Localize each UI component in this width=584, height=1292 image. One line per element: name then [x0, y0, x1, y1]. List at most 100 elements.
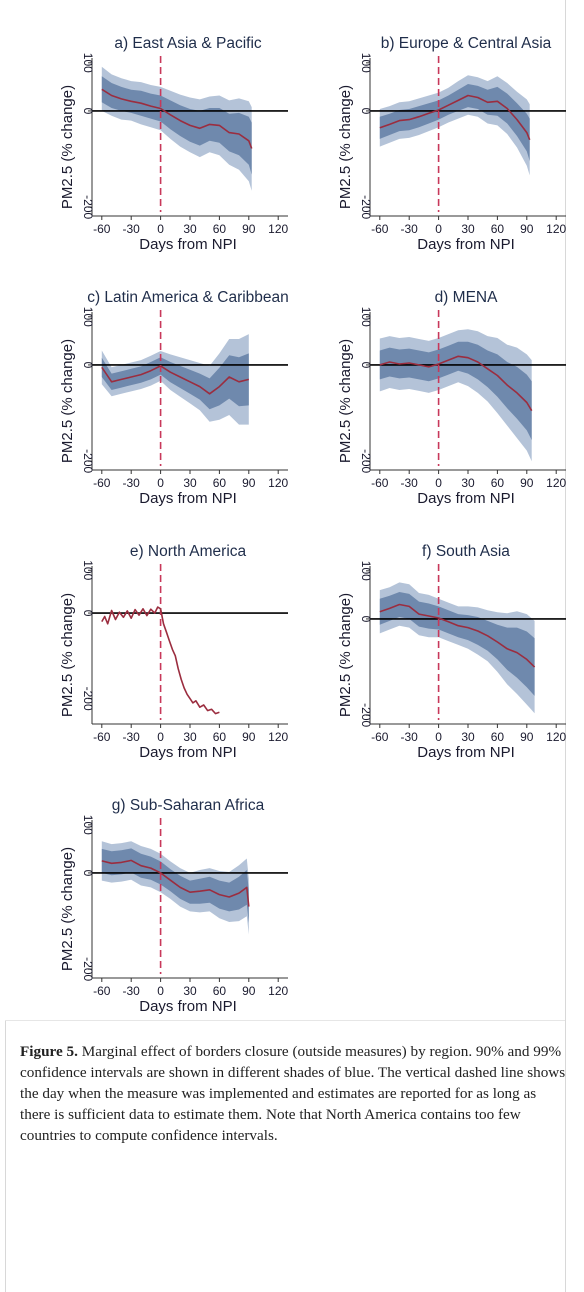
- chart-svg-f: f) South Asia -60 -30 0 30 60 90 120 -200 0 100 Day…: [337, 543, 567, 761]
- chart-svg-g: g) Sub-Saharan Africa -60 -30 0 30 60 90 120 -20…: [59, 797, 289, 1015]
- panel-latin-america-caribbean: c) Latin America & Caribbean -60 -30 0 30 60 9…: [20, 254, 290, 507]
- x-tick-label: 60: [213, 222, 227, 236]
- y-axis-label-b: PM2.5 (% change): [337, 85, 354, 209]
- y-tick-label: -200: [81, 957, 95, 981]
- y-axis-label-a: PM2.5 (% change): [59, 85, 76, 209]
- chart-svg-a: a) East Asia & Pacific -60 -30 0 30 60 90 120 -2…: [59, 35, 289, 253]
- y-tick-label: -200: [359, 703, 373, 727]
- y-axis-label-e: PM2.5 (% change): [59, 593, 76, 717]
- x-axis-label-f: Days from NPI: [417, 744, 515, 761]
- y-axis-label-d: PM2.5 (% change): [337, 339, 354, 463]
- x-tick-label: -60: [371, 730, 389, 744]
- estimate-line-g: [101, 859, 250, 907]
- x-axis-label-e: Days from NPI: [139, 744, 237, 761]
- chart-title-c: c) Latin America & Caribbean: [87, 289, 289, 306]
- chart-title-b: b) Europe & Central Asia: [381, 35, 552, 52]
- frame-border-right: [565, 0, 566, 1292]
- x-tick-label: 90: [242, 222, 256, 236]
- caption-text: Marginal effect of borders closure (outs…: [20, 1043, 566, 1144]
- x-tick-label: 90: [242, 730, 256, 744]
- estimate-line-e: [101, 606, 220, 715]
- x-tick-label: 90: [242, 984, 256, 998]
- estimate-line-c: [101, 365, 249, 395]
- chart-title-e: e) North America: [130, 543, 247, 560]
- y-tick-label: 100: [359, 561, 373, 581]
- x-tick-label: 0: [435, 730, 442, 744]
- x-tick-label: 120: [268, 984, 288, 998]
- y-tick-label: -200: [81, 195, 95, 219]
- x-tick-label: 120: [546, 730, 566, 744]
- x-tick-label: 0: [157, 730, 164, 744]
- x-tick-label: 60: [491, 222, 505, 236]
- x-tick-label: 0: [157, 476, 164, 490]
- x-tick-label: 30: [183, 984, 197, 998]
- x-tick-label: -60: [93, 222, 111, 236]
- y-axis-label-f: PM2.5 (% change): [337, 593, 354, 717]
- y-axis-label-c: PM2.5 (% change): [59, 339, 76, 463]
- y-tick-label: 0: [81, 362, 95, 369]
- ci90-band-b: [379, 84, 530, 161]
- panel-europe-central-asia: b) Europe & Central Asia -60 -30 0 30 60 90 120…: [298, 0, 568, 253]
- chart-title-a: a) East Asia & Pacific: [114, 35, 262, 52]
- x-tick-label: -30: [123, 222, 141, 236]
- y-axis-label-g: PM2.5 (% change): [59, 847, 76, 971]
- x-tick-label: -60: [371, 222, 389, 236]
- estimate-line-d: [379, 355, 533, 412]
- x-axis-label-g: Days from NPI: [139, 998, 237, 1015]
- x-tick-label: 90: [520, 222, 534, 236]
- ci90-band-c: [101, 353, 249, 410]
- y-tick-label: 0: [359, 108, 373, 115]
- frame-border-left: [5, 1020, 6, 1292]
- x-tick-label: 120: [546, 476, 566, 490]
- x-tick-label: -30: [401, 730, 419, 744]
- x-axis-label-b: Days from NPI: [417, 236, 515, 253]
- y-tick-label: 100: [81, 560, 95, 580]
- x-tick-label: 0: [157, 984, 164, 998]
- x-tick-label: 90: [242, 476, 256, 490]
- x-axis-label-d: Days from NPI: [417, 490, 515, 507]
- x-tick-label: 60: [491, 476, 505, 490]
- y-tick-label: 100: [81, 307, 95, 327]
- x-tick-label: 0: [157, 222, 164, 236]
- x-tick-label: 30: [183, 476, 197, 490]
- x-tick-label: 120: [546, 222, 566, 236]
- x-axis-label-c: Days from NPI: [139, 490, 237, 507]
- x-tick-label: 30: [461, 730, 475, 744]
- ci90-band-g: [101, 848, 249, 923]
- x-tick-label: 30: [183, 730, 197, 744]
- ci90-band-f: [379, 592, 535, 696]
- y-tick-label: 0: [81, 870, 95, 877]
- x-tick-label: 30: [461, 222, 475, 236]
- estimate-line-b: [379, 94, 531, 141]
- x-tick-label: 90: [520, 730, 534, 744]
- ci90-band-a: [101, 76, 252, 175]
- chart-svg-e: e) North America -60 -30 0 30 60 90 120 -200 0 100…: [59, 543, 289, 761]
- x-tick-label: 120: [268, 222, 288, 236]
- x-tick-label: -30: [123, 730, 141, 744]
- x-axis-label-a: Days from NPI: [139, 236, 237, 253]
- chart-svg-d: d) MENA -60 -30 0 30 60 90 120 -200 0 100 Days from…: [337, 289, 567, 507]
- y-tick-label: -200: [359, 449, 373, 473]
- x-tick-label: 60: [213, 984, 227, 998]
- y-tick-label: 100: [81, 815, 95, 835]
- y-tick-label: 0: [359, 362, 373, 369]
- x-tick-label: -30: [123, 476, 141, 490]
- x-tick-label: 60: [491, 730, 505, 744]
- x-tick-label: -60: [93, 730, 111, 744]
- y-tick-label: -200: [81, 687, 95, 711]
- y-tick-label: 0: [81, 108, 95, 115]
- x-tick-label: 120: [268, 476, 288, 490]
- x-tick-label: 120: [268, 730, 288, 744]
- x-tick-label: -60: [371, 476, 389, 490]
- figure-caption: Figure 5. Marginal effect of borders clo…: [20, 1041, 568, 1146]
- estimate-line-f: [379, 603, 536, 668]
- panel-south-asia: f) South Asia -60 -30 0 30 60 90 120 -200 0 100 Day…: [298, 508, 568, 761]
- x-tick-label: -30: [123, 984, 141, 998]
- x-tick-label: 0: [435, 476, 442, 490]
- x-tick-label: -60: [93, 476, 111, 490]
- chart-svg-b: b) Europe & Central Asia -60 -30 0 30 60 90 120…: [337, 35, 567, 253]
- estimate-line-a: [101, 88, 253, 149]
- y-tick-label: 100: [359, 53, 373, 73]
- chart-title-f: f) South Asia: [422, 543, 510, 560]
